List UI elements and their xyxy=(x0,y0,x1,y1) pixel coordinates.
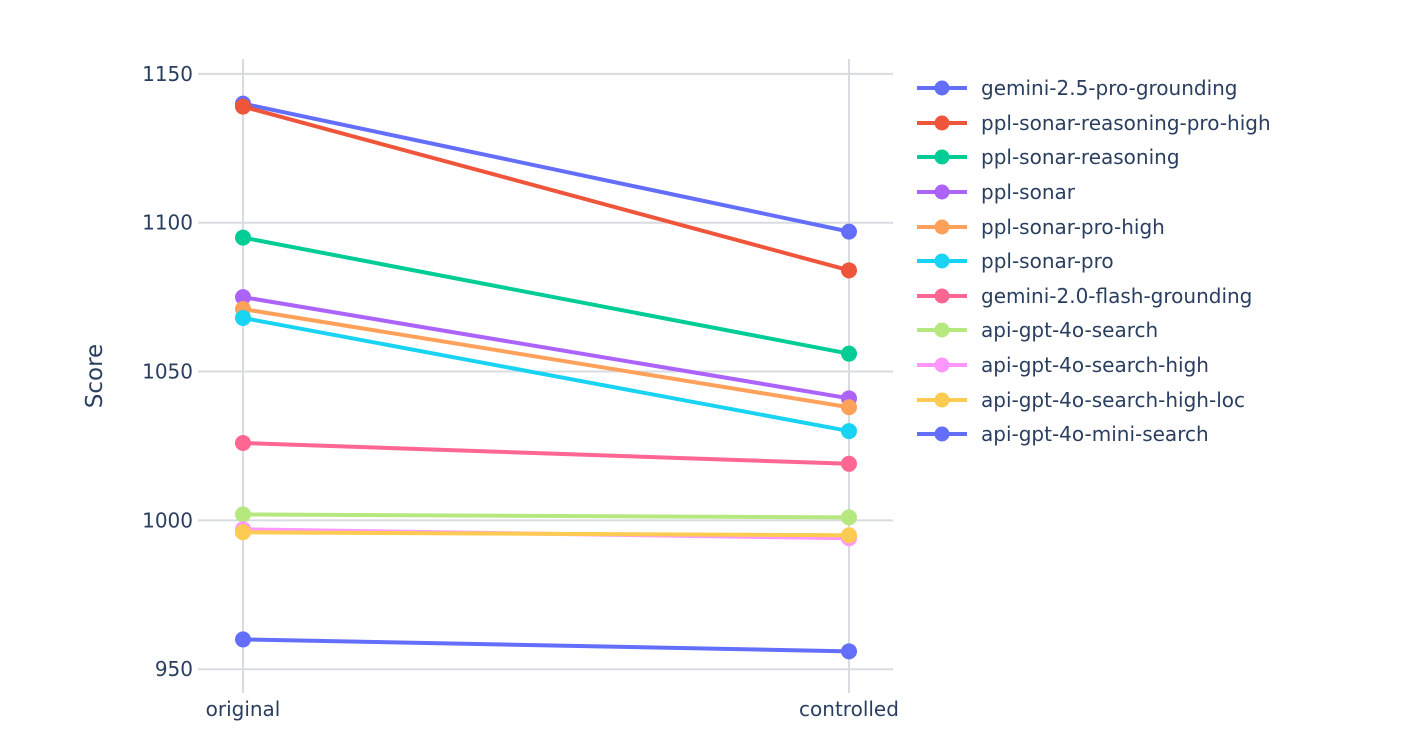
data-point-api-gpt-4o-mini-search-controlled xyxy=(841,643,857,660)
series-api-gpt-4o-search xyxy=(235,506,857,526)
series-line-ppl-sonar-reasoning xyxy=(242,235,850,356)
data-point-ppl-sonar-pro-high-controlled xyxy=(841,399,857,416)
x-tick-label-original: original xyxy=(206,697,281,721)
legend-label: ppl-sonar xyxy=(981,180,1075,205)
legend-key-icon xyxy=(917,184,967,200)
legend-key-icon xyxy=(917,115,967,131)
data-point-ppl-sonar-pro-original xyxy=(235,309,251,326)
y-tick-label-950: 950 xyxy=(155,657,193,681)
data-point-api-gpt-4o-search-original xyxy=(235,506,251,523)
series-gemini-2.0-flash-grounding xyxy=(235,434,857,472)
data-point-gemini-2.0-flash-grounding-controlled xyxy=(841,455,857,472)
legend-item-api-gpt-4o-mini-search[interactable]: api-gpt-4o-mini-search xyxy=(917,417,1271,452)
legend-key-icon xyxy=(917,80,967,96)
data-point-gemini-2.5-pro-grounding-controlled xyxy=(841,223,857,240)
legend-label: api-gpt-4o-search xyxy=(981,318,1159,343)
legend-item-ppl-sonar-reasoning-pro-high[interactable]: ppl-sonar-reasoning-pro-high xyxy=(917,106,1271,141)
legend-key-icon xyxy=(917,357,967,373)
series-line-api-gpt-4o-mini-search xyxy=(242,637,850,654)
legend-label: gemini-2.5-pro-grounding xyxy=(981,76,1238,101)
legend: gemini-2.5-pro-grounding ppl-sonar-reason… xyxy=(917,71,1271,452)
legend-item-ppl-sonar-pro[interactable]: ppl-sonar-pro xyxy=(917,244,1271,279)
series-ppl-sonar-pro-high xyxy=(235,301,857,416)
series-line-ppl-sonar-pro xyxy=(242,315,850,434)
y-axis-title: Score xyxy=(82,343,108,409)
data-point-ppl-sonar-reasoning-pro-high-original xyxy=(235,98,251,115)
series-line-ppl-sonar xyxy=(242,295,850,401)
legend-label: ppl-sonar-pro-high xyxy=(981,214,1165,239)
legend-key-icon xyxy=(917,219,967,235)
data-point-api-gpt-4o-search-controlled xyxy=(841,509,857,526)
y-tick-label-1100: 1100 xyxy=(142,211,193,235)
legend-label: api-gpt-4o-search-high xyxy=(981,353,1209,378)
data-point-gemini-2.0-flash-grounding-original xyxy=(235,434,251,451)
y-tick-label-1000: 1000 xyxy=(142,508,193,532)
series-line-ppl-sonar-pro-high xyxy=(242,307,850,410)
legend-key-icon xyxy=(917,149,967,165)
legend-key-icon xyxy=(917,288,967,304)
data-point-ppl-sonar-reasoning-original xyxy=(235,229,251,246)
series-line-gemini-2.0-flash-grounding xyxy=(242,440,850,466)
data-point-ppl-sonar-original xyxy=(235,289,251,306)
series-line-api-gpt-4o-search-high-loc xyxy=(242,530,850,538)
legend-key-icon xyxy=(917,253,967,269)
legend-key-icon xyxy=(917,392,967,408)
legend-label: gemini-2.0-flash-grounding xyxy=(981,283,1253,308)
data-point-ppl-sonar-pro-controlled xyxy=(841,423,857,440)
legend-label: api-gpt-4o-search-high-loc xyxy=(981,387,1245,412)
legend-key-icon xyxy=(917,322,967,338)
series-ppl-sonar-reasoning-pro-high xyxy=(235,98,857,279)
legend-item-api-gpt-4o-search-high-loc[interactable]: api-gpt-4o-search-high-loc xyxy=(917,382,1271,417)
x-tick-label-controlled: controlled xyxy=(799,697,899,721)
y-tick-label-1050: 1050 xyxy=(142,360,193,384)
data-point-api-gpt-4o-search-high-loc-original xyxy=(235,524,251,541)
series-api-gpt-4o-search-high-loc xyxy=(235,524,857,544)
legend-label: ppl-sonar-pro xyxy=(981,249,1114,274)
series-api-gpt-4o-mini-search xyxy=(235,631,857,660)
legend-key-icon xyxy=(917,426,967,442)
legend-label: ppl-sonar-reasoning-pro-high xyxy=(981,110,1271,135)
series-line-gemini-2.5-pro-grounding xyxy=(242,101,850,234)
legend-item-api-gpt-4o-search-high[interactable]: api-gpt-4o-search-high xyxy=(917,348,1271,383)
legend-item-api-gpt-4o-search[interactable]: api-gpt-4o-search xyxy=(917,313,1271,348)
legend-item-gemini-2.0-flash-grounding[interactable]: gemini-2.0-flash-grounding xyxy=(917,279,1271,314)
y-tick-label-1150: 1150 xyxy=(142,62,193,86)
legend-label: ppl-sonar-reasoning xyxy=(981,145,1180,170)
series-ppl-sonar xyxy=(235,289,857,407)
series-ppl-sonar-pro xyxy=(235,309,857,440)
legend-item-ppl-sonar-pro-high[interactable]: ppl-sonar-pro-high xyxy=(917,209,1271,244)
series-gemini-2.5-pro-grounding xyxy=(235,95,857,240)
legend-item-ppl-sonar-reasoning[interactable]: ppl-sonar-reasoning xyxy=(917,140,1271,175)
legend-label: api-gpt-4o-mini-search xyxy=(981,422,1209,447)
data-point-api-gpt-4o-search-high-loc-controlled xyxy=(841,527,857,544)
data-point-api-gpt-4o-mini-search-original xyxy=(235,631,251,648)
data-point-ppl-sonar-reasoning-controlled xyxy=(841,345,857,362)
legend-item-ppl-sonar[interactable]: ppl-sonar xyxy=(917,175,1271,210)
series-ppl-sonar-reasoning xyxy=(235,229,857,362)
legend-item-gemini-2.5-pro-grounding[interactable]: gemini-2.5-pro-grounding xyxy=(917,71,1271,106)
series-line-api-gpt-4o-search xyxy=(242,512,850,520)
series-line-ppl-sonar-reasoning-pro-high xyxy=(242,104,850,273)
data-point-ppl-sonar-reasoning-pro-high-controlled xyxy=(841,262,857,279)
